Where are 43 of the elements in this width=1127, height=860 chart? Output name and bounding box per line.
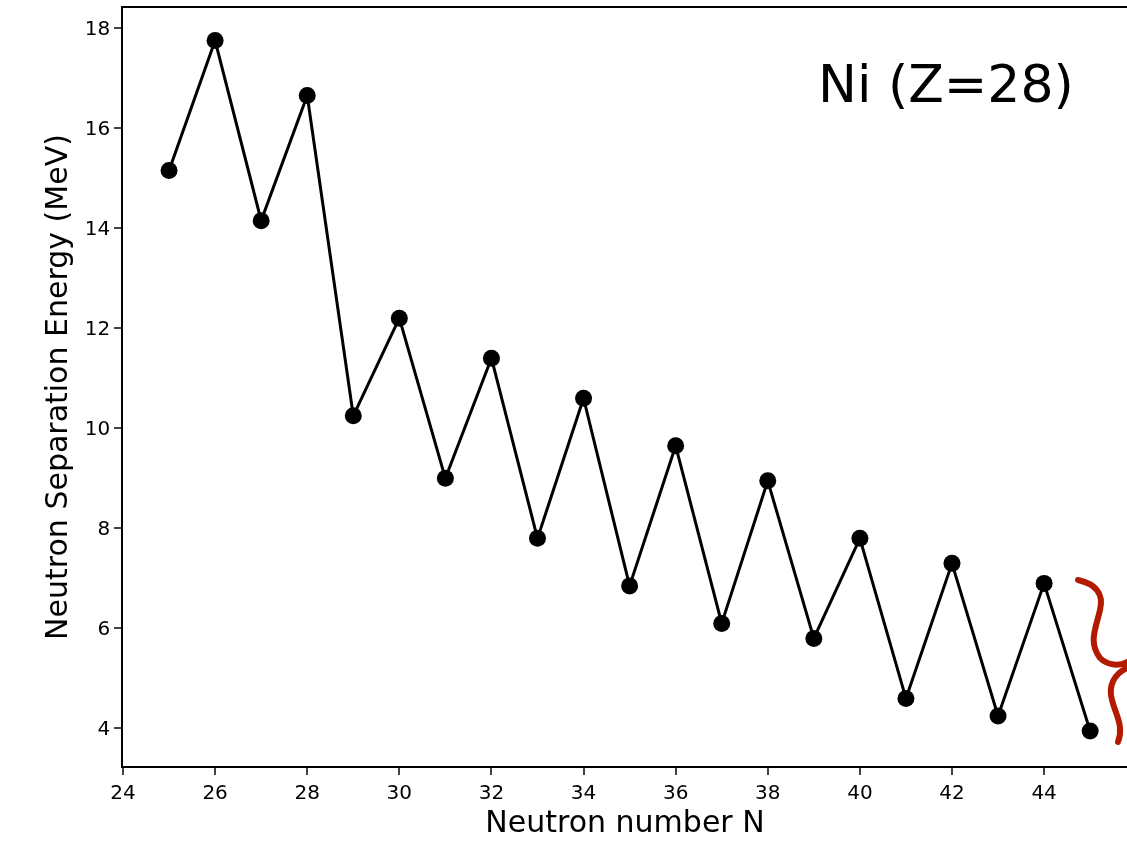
point <box>160 162 178 180</box>
x-tick-label: 36 <box>662 779 689 804</box>
point <box>482 349 500 367</box>
x-tick-label: 44 <box>1031 779 1057 804</box>
x-tick-label: 32 <box>478 779 505 804</box>
point <box>529 529 546 547</box>
point <box>1035 574 1053 592</box>
y-tick-label: 14 <box>84 216 111 241</box>
x-tick-label: 30 <box>386 779 413 804</box>
x-tick-label: 28 <box>294 779 320 804</box>
y-tick-label: 4 <box>97 716 111 741</box>
x-tick-label: 42 <box>939 779 965 804</box>
point <box>851 529 869 547</box>
y-tick-label: 18 <box>84 16 111 41</box>
point <box>989 707 1007 725</box>
point <box>436 469 454 487</box>
x-tick-label: 38 <box>755 779 781 804</box>
point <box>206 32 224 50</box>
point <box>621 577 639 595</box>
x-axis-title: Neutron number N <box>485 803 765 839</box>
point <box>759 472 777 490</box>
point <box>1081 722 1099 740</box>
point <box>390 309 408 327</box>
point <box>575 389 593 407</box>
y-tick-label: 16 <box>84 116 111 141</box>
x-tick-label: 24 <box>110 779 136 804</box>
annotation: Ni (Z=28) <box>818 54 1074 114</box>
x-tick-label: 40 <box>847 779 873 804</box>
y-axis-title: Neutron Separation Energy (MeV) <box>39 134 75 640</box>
y-tick-label: 10 <box>84 416 111 441</box>
point <box>344 407 362 425</box>
y-tick-label: 6 <box>97 616 111 641</box>
point <box>298 87 316 105</box>
point <box>713 614 731 632</box>
point <box>805 629 823 647</box>
x-tick-label: 34 <box>570 779 597 804</box>
point <box>897 689 915 707</box>
point <box>252 212 270 230</box>
y-tick-label: 8 <box>97 516 111 541</box>
x-tick-label: 26 <box>202 779 228 804</box>
point <box>667 437 685 455</box>
y-tick-label: 12 <box>84 316 111 341</box>
point <box>943 554 961 572</box>
